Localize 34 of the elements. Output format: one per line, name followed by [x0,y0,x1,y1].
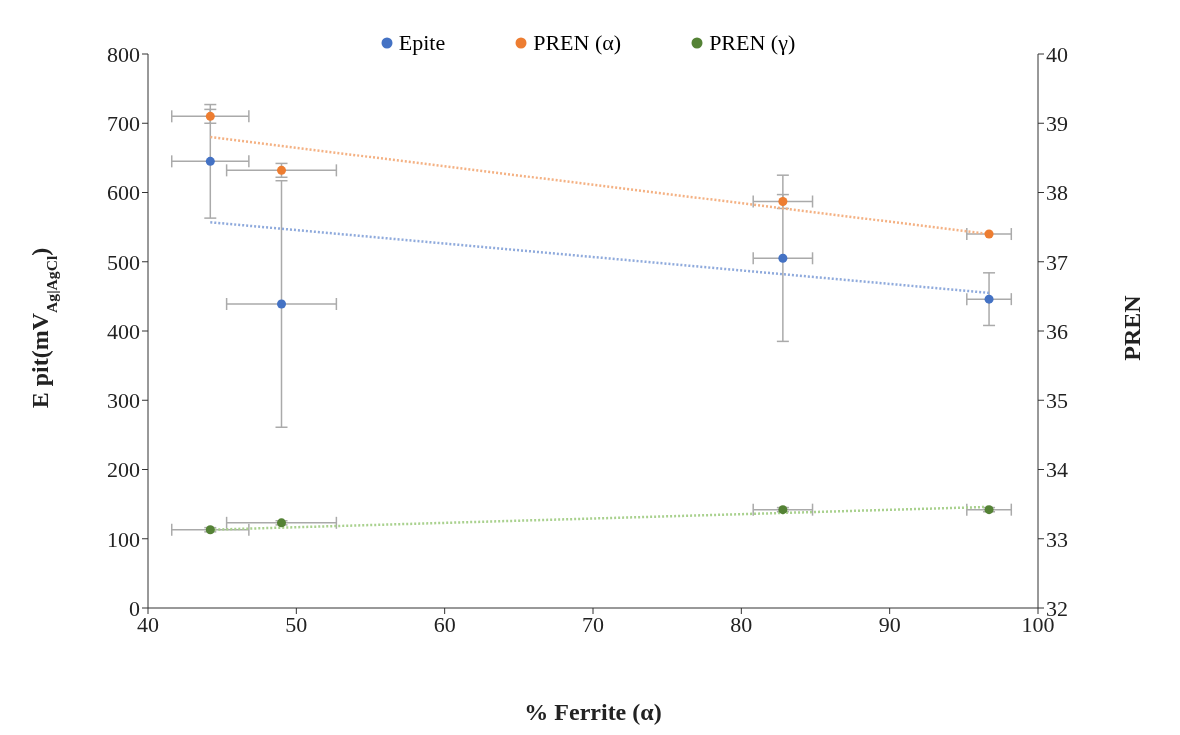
y2-tick-label: 39 [1046,111,1068,137]
point [778,253,788,263]
legend-label: PREN (γ) [708,30,796,56]
y-tick-label: 0 [129,595,140,621]
y-tick-label: 200 [107,457,140,483]
point [276,299,287,309]
y2-tick-label: 35 [1046,388,1068,414]
y2-tick-label: 38 [1046,180,1068,206]
y2-tick-label: 34 [1046,457,1068,483]
y-tick-label: 800 [107,41,140,67]
point [205,525,215,535]
legend-label: PREN (α) [532,30,622,56]
y2-tick-label: 33 [1046,526,1068,552]
y-tick-label: 500 [107,249,140,275]
x-tick-label: 70 [582,611,604,637]
point [205,156,215,166]
y-tick-label: 300 [107,388,140,414]
y-tick-label: 400 [107,318,140,344]
x-tick-label: 50 [285,611,308,637]
x-tick-label: 60 [433,611,456,637]
y-tick-label: 100 [107,526,140,552]
x-tick-label: 90 [878,611,901,637]
legend-label: Epite [397,30,446,56]
y-tick-label: 600 [107,180,140,206]
x-axis-title: % Ferrite (α) [524,699,662,725]
point [984,294,994,304]
y2-tick-label: 36 [1046,318,1068,344]
point [778,197,788,207]
y2-tick-label: 37 [1046,249,1068,275]
y2-axis-title: PREN [1119,294,1145,361]
y2-tick-label: 40 [1046,41,1068,67]
point [984,229,994,239]
y-tick-label: 700 [107,111,140,137]
x-tick-label: 80 [730,611,753,637]
